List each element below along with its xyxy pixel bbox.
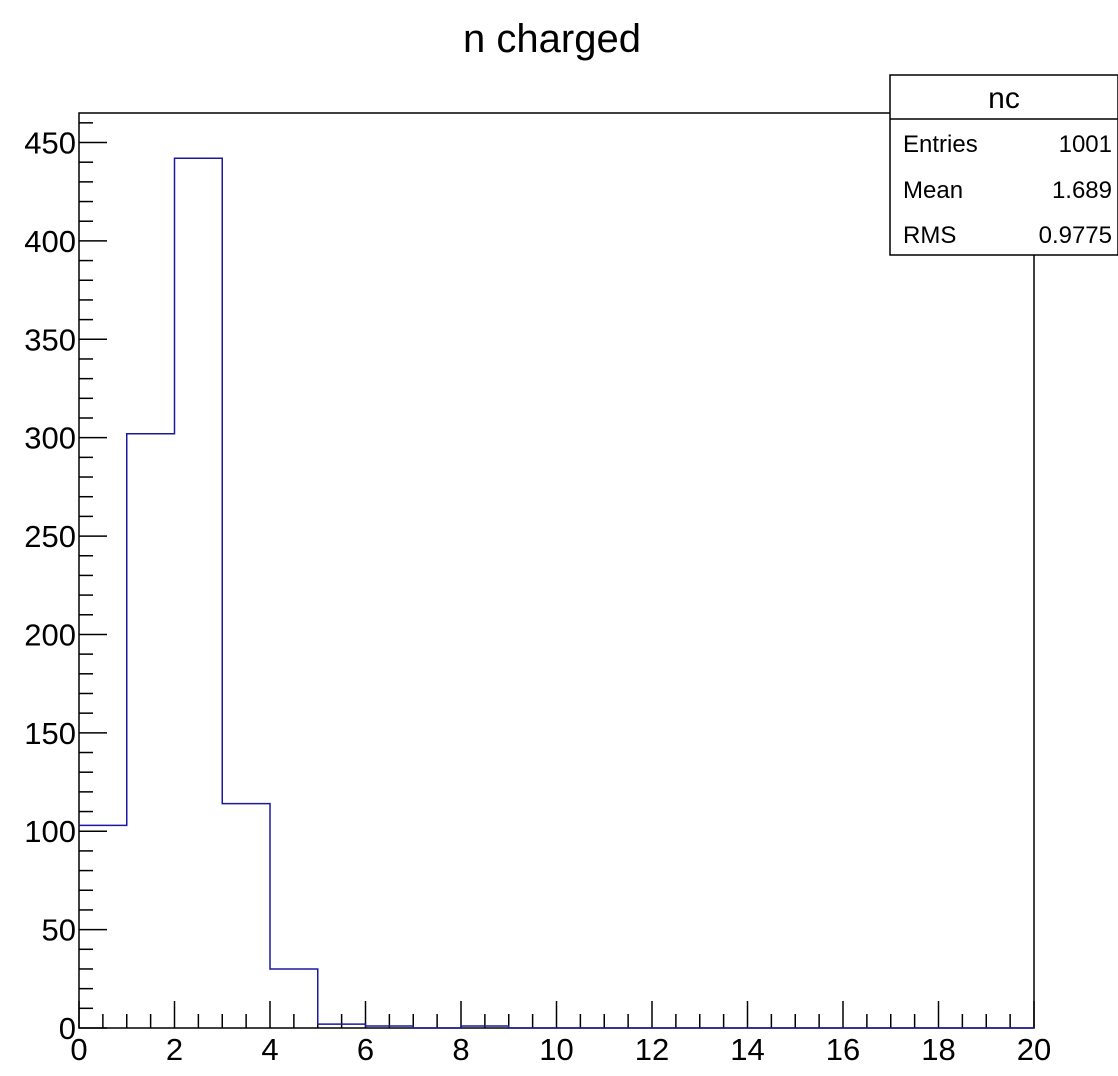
histogram-bin: [270, 969, 318, 1028]
y-tick-label: 300: [24, 421, 76, 456]
y-tick-label: 450: [24, 126, 76, 161]
stats-box-frame: [889, 74, 1118, 256]
histogram-bin: [366, 1026, 414, 1028]
x-tick-label: 4: [261, 1032, 278, 1067]
histogram-bin: [175, 158, 223, 1028]
stats-rms-value: 0.9775: [1039, 222, 1112, 249]
y-axis: 0 50 100 150 200 250 300 350 400 450: [24, 122, 107, 1046]
y-tick-label: 100: [24, 814, 76, 849]
stats-rms-label: RMS: [903, 222, 956, 249]
y-tick-label: 200: [24, 617, 76, 652]
histogram-bin: [127, 434, 175, 1028]
y-tick-label: 250: [24, 519, 76, 554]
y-tick-label: 0: [59, 1011, 76, 1046]
histogram-bin: [461, 1026, 509, 1028]
x-tick-label: 2: [166, 1032, 183, 1067]
stats-box-title: nc: [988, 82, 1020, 115]
x-tick-label: 0: [70, 1032, 87, 1067]
histogram-bin: [318, 1024, 366, 1028]
y-tick-label: 50: [42, 913, 76, 948]
y-tick-label: 150: [24, 716, 76, 751]
x-tick-label: 14: [730, 1032, 764, 1067]
y-tick-label: 400: [24, 224, 76, 259]
stats-entries-value: 1001: [1059, 131, 1112, 158]
x-tick-label: 6: [357, 1032, 374, 1067]
histogram-bins: [79, 158, 509, 1028]
stats-entries-label: Entries: [903, 131, 978, 158]
chart-title: n charged: [463, 17, 641, 61]
histogram-series: [79, 157, 1034, 1029]
histogram-bin: [79, 825, 127, 1028]
x-tick-label: 12: [635, 1032, 669, 1067]
x-tick-label: 16: [826, 1032, 860, 1067]
x-tick-label: 18: [921, 1032, 955, 1067]
x-axis: 0 2 4 6 8 10 12 14 16 18 20: [70, 1001, 1051, 1067]
x-tick-label: 20: [1017, 1032, 1051, 1067]
stats-box: nc Entries 1001 Mean 1.689 RMS 0.9775: [889, 74, 1118, 256]
x-tick-label: 10: [539, 1032, 573, 1067]
stats-mean-value: 1.689: [1052, 177, 1112, 204]
y-tick-label: 350: [24, 322, 76, 357]
x-tick-label: 8: [452, 1032, 469, 1067]
histogram-bin: [222, 804, 270, 1028]
stats-mean-label: Mean: [903, 177, 963, 204]
